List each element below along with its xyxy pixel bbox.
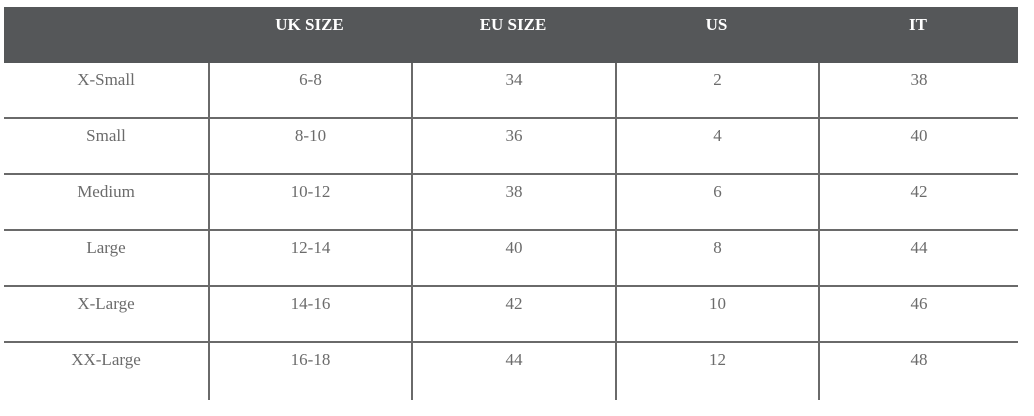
- cell-us: 8: [615, 231, 818, 285]
- header-cell-us: US: [705, 15, 728, 34]
- cell-it: 44: [818, 231, 1018, 285]
- cell-uk: 14-16: [208, 287, 411, 341]
- cell-uk: 10-12: [208, 175, 411, 229]
- header-cell-eu: EU SIZE: [479, 15, 547, 34]
- table-row: Small 8-10 36 4 40: [4, 119, 1018, 175]
- cell-size: X-Small: [77, 70, 135, 89]
- cell-it: 38: [818, 63, 1018, 117]
- cell-eu: 38: [411, 175, 615, 229]
- cell-uk: 8-10: [208, 119, 411, 173]
- table-row: Medium 10-12 38 6 42: [4, 175, 1018, 231]
- cell-eu: 34: [411, 63, 615, 117]
- cell-it: 48: [818, 343, 1018, 400]
- cell-size: XX-Large: [71, 350, 141, 369]
- cell-uk: 12-14: [208, 231, 411, 285]
- cell-uk: 16-18: [208, 343, 411, 400]
- cell-eu: 42: [411, 287, 615, 341]
- cell-us: 4: [615, 119, 818, 173]
- cell-size: Large: [86, 238, 126, 257]
- table-row: Large 12-14 40 8 44: [4, 231, 1018, 287]
- cell-size: Small: [86, 126, 126, 145]
- cell-it: 46: [818, 287, 1018, 341]
- cell-us: 2: [615, 63, 818, 117]
- header-cell-uk: UK SIZE: [275, 15, 344, 34]
- cell-it: 40: [818, 119, 1018, 173]
- cell-us: 10: [615, 287, 818, 341]
- table-row: X-Large 14-16 42 10 46: [4, 287, 1018, 343]
- table-row: X-Small 6-8 34 2 38: [4, 63, 1018, 119]
- cell-eu: 40: [411, 231, 615, 285]
- header-cell-size: [4, 7, 208, 63]
- header-cell-it: IT: [909, 15, 927, 34]
- cell-us: 12: [615, 343, 818, 400]
- cell-size: X-Large: [77, 294, 135, 313]
- table-header: UK SIZE EU SIZE US IT: [4, 7, 1018, 63]
- cell-size: Medium: [77, 182, 135, 201]
- cell-eu: 44: [411, 343, 615, 400]
- cell-uk: 6-8: [208, 63, 411, 117]
- size-chart-table: UK SIZE EU SIZE US IT X-Small 6-8 34 2 38 Sma…: [4, 7, 1018, 400]
- cell-eu: 36: [411, 119, 615, 173]
- table-row: XX-Large 16-18 44 12 48: [4, 343, 1018, 400]
- cell-us: 6: [615, 175, 818, 229]
- cell-it: 42: [818, 175, 1018, 229]
